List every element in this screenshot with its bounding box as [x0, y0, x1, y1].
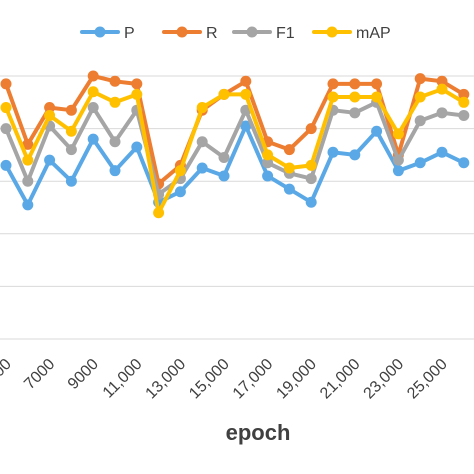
data-point-r	[44, 102, 56, 114]
data-point-r	[87, 70, 99, 82]
data-point-f1	[305, 173, 317, 185]
data-point-map	[414, 91, 426, 103]
data-point-map	[218, 88, 230, 100]
data-point-map	[283, 162, 295, 174]
data-point-f1	[392, 154, 404, 166]
data-point-map	[392, 128, 404, 140]
legend-marker-f1	[246, 26, 258, 38]
data-point-r	[131, 78, 143, 90]
data-point-p	[262, 170, 274, 182]
data-point-map	[327, 91, 339, 103]
legend-item-f1: F1	[232, 25, 295, 42]
data-point-r	[371, 78, 383, 90]
legend: P R F1 mAP	[80, 25, 391, 42]
data-point-f1	[87, 102, 99, 114]
legend-label-f1: F1	[276, 25, 295, 42]
data-point-r	[349, 78, 361, 90]
data-point-p	[174, 186, 186, 198]
data-point-map	[305, 159, 317, 171]
data-point-p	[305, 196, 317, 208]
data-point-r	[240, 75, 252, 87]
data-point-map	[87, 86, 99, 98]
data-point-map	[436, 83, 448, 95]
data-point-p	[414, 157, 426, 169]
data-point-map	[131, 88, 143, 100]
data-point-r	[436, 75, 448, 87]
data-point-p	[196, 162, 208, 174]
data-point-map	[240, 88, 252, 100]
data-point-map	[65, 125, 77, 137]
data-point-map	[262, 149, 274, 161]
data-point-f1	[414, 115, 426, 127]
data-point-map	[371, 91, 383, 103]
data-point-p	[87, 133, 99, 145]
data-point-p	[44, 154, 56, 166]
data-point-p	[131, 141, 143, 153]
data-point-map	[458, 96, 470, 108]
data-point-r	[305, 123, 317, 135]
legend-item-p: P	[80, 25, 135, 42]
data-point-r	[0, 78, 12, 90]
data-point-f1	[218, 152, 230, 164]
data-point-f1	[262, 157, 274, 169]
data-point-p	[436, 146, 448, 158]
data-point-f1	[0, 123, 12, 135]
x-axis-label: epoch	[226, 420, 291, 445]
data-point-map	[44, 109, 56, 121]
legend-marker-p	[94, 26, 106, 38]
data-point-p	[109, 165, 121, 177]
data-point-map	[174, 165, 186, 177]
data-point-r	[327, 78, 339, 90]
legend-label-p: P	[124, 25, 135, 42]
data-point-p	[349, 149, 361, 161]
data-point-f1	[65, 144, 77, 156]
data-point-map	[349, 91, 361, 103]
legend-label-map: mAP	[356, 25, 391, 42]
legend-label-r: R	[206, 25, 218, 42]
legend-marker-r	[176, 26, 188, 38]
data-point-f1	[349, 107, 361, 119]
data-point-p	[22, 199, 34, 211]
data-point-f1	[436, 107, 448, 119]
data-point-p	[392, 165, 404, 177]
data-point-map	[153, 207, 165, 219]
data-point-f1	[196, 136, 208, 148]
data-point-r	[22, 138, 34, 150]
data-point-map	[196, 102, 208, 114]
data-point-p	[371, 125, 383, 137]
data-point-p	[65, 175, 77, 187]
legend-item-map: mAP	[312, 25, 391, 42]
data-point-f1	[458, 109, 470, 121]
data-point-p	[283, 183, 295, 195]
data-point-f1	[109, 136, 121, 148]
data-point-p	[0, 159, 12, 171]
series-layer	[0, 70, 470, 219]
data-point-p	[327, 146, 339, 158]
series-line-map	[4, 87, 466, 215]
data-point-p	[240, 120, 252, 132]
series-line-p	[4, 124, 466, 207]
data-point-p	[458, 157, 470, 169]
data-point-map	[0, 102, 12, 114]
series-p	[0, 120, 470, 211]
data-point-r	[283, 144, 295, 156]
data-point-p	[218, 170, 230, 182]
data-point-r	[65, 104, 77, 116]
data-point-f1	[22, 175, 34, 187]
data-point-map	[109, 96, 121, 108]
series-line-r	[4, 74, 466, 186]
data-point-r	[458, 88, 470, 100]
data-point-map	[22, 154, 34, 166]
legend-marker-map	[326, 26, 338, 38]
data-point-r	[109, 75, 121, 87]
data-point-r	[414, 73, 426, 85]
legend-item-r: R	[162, 25, 218, 42]
series-map	[0, 83, 470, 219]
series-line-f1	[4, 100, 466, 197]
